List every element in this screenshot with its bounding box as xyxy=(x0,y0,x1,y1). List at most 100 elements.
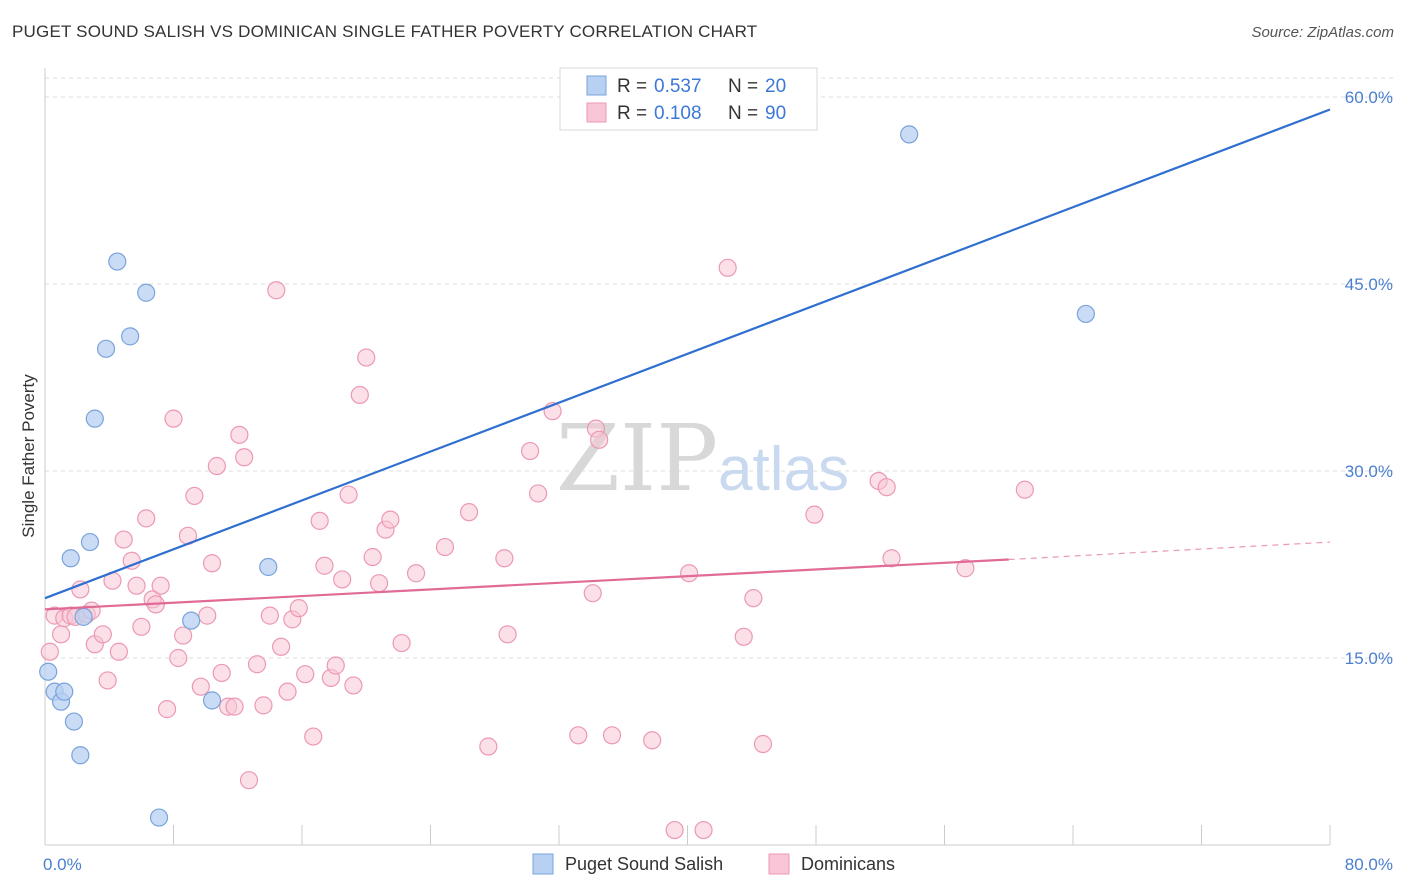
dominicans-point xyxy=(744,589,763,608)
dominicans-point xyxy=(157,700,177,719)
dominicans-point xyxy=(169,648,188,668)
puget-sound-salish-point xyxy=(149,808,169,827)
dominicans-point xyxy=(267,281,286,300)
dominicans-point xyxy=(753,734,773,754)
dominicans-point xyxy=(132,617,151,636)
dominicans-point xyxy=(529,484,548,503)
dominicans-trend-line xyxy=(44,558,1009,611)
bottom-legend-label-dominicans: Dominicans xyxy=(801,854,895,874)
bottom-legend: Puget Sound Salish Dominicans xyxy=(532,853,895,875)
grid-layer xyxy=(45,77,1393,659)
dominicans-point xyxy=(495,549,514,568)
dominicans-point xyxy=(392,633,411,653)
dominicans-point xyxy=(164,409,183,428)
dominicans-point xyxy=(520,441,540,461)
x-tick-label-min: 0.0% xyxy=(43,855,82,874)
puget-sound-salish-point xyxy=(80,532,100,552)
dominicans-point xyxy=(114,530,133,549)
legend-swatch-blue xyxy=(586,75,607,96)
dominicans-point xyxy=(381,510,400,529)
bottom-legend-swatch-blue xyxy=(532,853,554,875)
dominicans-point xyxy=(665,820,684,840)
puget-sound-salish-point xyxy=(61,549,80,568)
bottom-legend-label-salish: Puget Sound Salish xyxy=(565,854,723,874)
dominicans-point xyxy=(734,627,753,646)
legend-r-label-2: R = xyxy=(617,103,647,124)
dominicans-point xyxy=(93,625,112,644)
legend-n-value-2: 90 xyxy=(765,103,786,124)
legend-r-label-1: R = xyxy=(617,76,647,97)
dominicans-point xyxy=(235,448,254,467)
watermark: ZIP atlas xyxy=(556,405,849,512)
axis-layer: 15.0% 30.0% 45.0% 60.0% xyxy=(44,68,1393,846)
dominicans-point xyxy=(260,606,279,625)
puget-sound-salish-point xyxy=(39,662,58,681)
dominicans-point xyxy=(98,671,117,690)
dominicans-point xyxy=(357,348,376,367)
dominicans-point xyxy=(225,697,244,716)
dominicans-point xyxy=(127,576,146,595)
dominicans-point xyxy=(272,637,291,656)
dominicans-point xyxy=(212,663,231,683)
dominicans-point xyxy=(315,556,334,575)
dominicans-point xyxy=(122,551,141,570)
puget-sound-salish-point xyxy=(121,327,140,346)
dominicans-point xyxy=(40,642,59,661)
dominicans-trend-extension xyxy=(1008,541,1331,561)
puget-sound-salish-point xyxy=(108,252,127,271)
y-tick-label: 60.0% xyxy=(1345,88,1393,107)
dominicans-point xyxy=(479,737,498,756)
dominicans-point xyxy=(151,576,170,595)
dominicans-point xyxy=(805,505,824,524)
dominicans-point xyxy=(370,574,389,593)
dominicans-point xyxy=(310,511,329,530)
dominicans-point xyxy=(230,425,249,444)
dominicans-point xyxy=(326,656,345,675)
puget-sound-salish-point xyxy=(55,682,74,701)
dominicans-point xyxy=(339,485,358,504)
dominicans-point xyxy=(718,258,737,277)
dominicans-point xyxy=(583,584,602,603)
dominicans-point xyxy=(694,820,713,840)
dominicans-point xyxy=(202,554,222,573)
watermark-zip: ZIP xyxy=(556,405,718,512)
dominicans-point xyxy=(278,682,297,701)
dominicans-point xyxy=(289,599,308,618)
puget-sound-salish-point xyxy=(259,557,278,577)
y-tick-label: 45.0% xyxy=(1345,275,1393,294)
salish-trend-line xyxy=(44,108,1331,600)
dominicans-point xyxy=(350,385,369,405)
dominicans-point xyxy=(590,430,609,449)
watermark-atlas: atlas xyxy=(718,435,849,504)
dominicans-point xyxy=(435,537,455,557)
puget-sound-salish-points xyxy=(39,125,1095,827)
puget-sound-salish-point xyxy=(900,125,919,144)
puget-sound-salish-point xyxy=(1076,304,1095,324)
puget-sound-salish-point xyxy=(182,611,201,630)
legend-n-label-2: N = xyxy=(728,103,758,124)
dominicans-point xyxy=(643,731,662,750)
dominicans-point xyxy=(956,559,975,578)
dominicans-point xyxy=(882,549,901,568)
dominicans-point xyxy=(459,503,479,522)
dominicans-point xyxy=(198,606,217,625)
dominicans-point xyxy=(406,564,426,583)
dominicans-point xyxy=(304,727,323,746)
dominicans-point xyxy=(498,625,517,644)
legend-n-value-1: 20 xyxy=(765,76,786,97)
puget-sound-salish-point xyxy=(64,712,84,731)
legend-r-value-2: 0.108 xyxy=(654,103,702,124)
dominicans-point xyxy=(239,771,259,790)
dominicans-point xyxy=(569,726,588,745)
puget-sound-salish-point xyxy=(71,746,90,765)
legend-r-value-1: 0.537 xyxy=(654,76,702,97)
legend-swatch-pink xyxy=(586,102,607,123)
dominicans-point xyxy=(344,676,363,695)
legend-n-label-1: N = xyxy=(728,76,758,97)
y-tick-label: 30.0% xyxy=(1345,462,1393,481)
dominicans-point xyxy=(174,626,193,645)
dominicans-point xyxy=(51,625,71,644)
puget-sound-salish-point xyxy=(74,607,93,626)
dominicans-point xyxy=(185,486,204,506)
